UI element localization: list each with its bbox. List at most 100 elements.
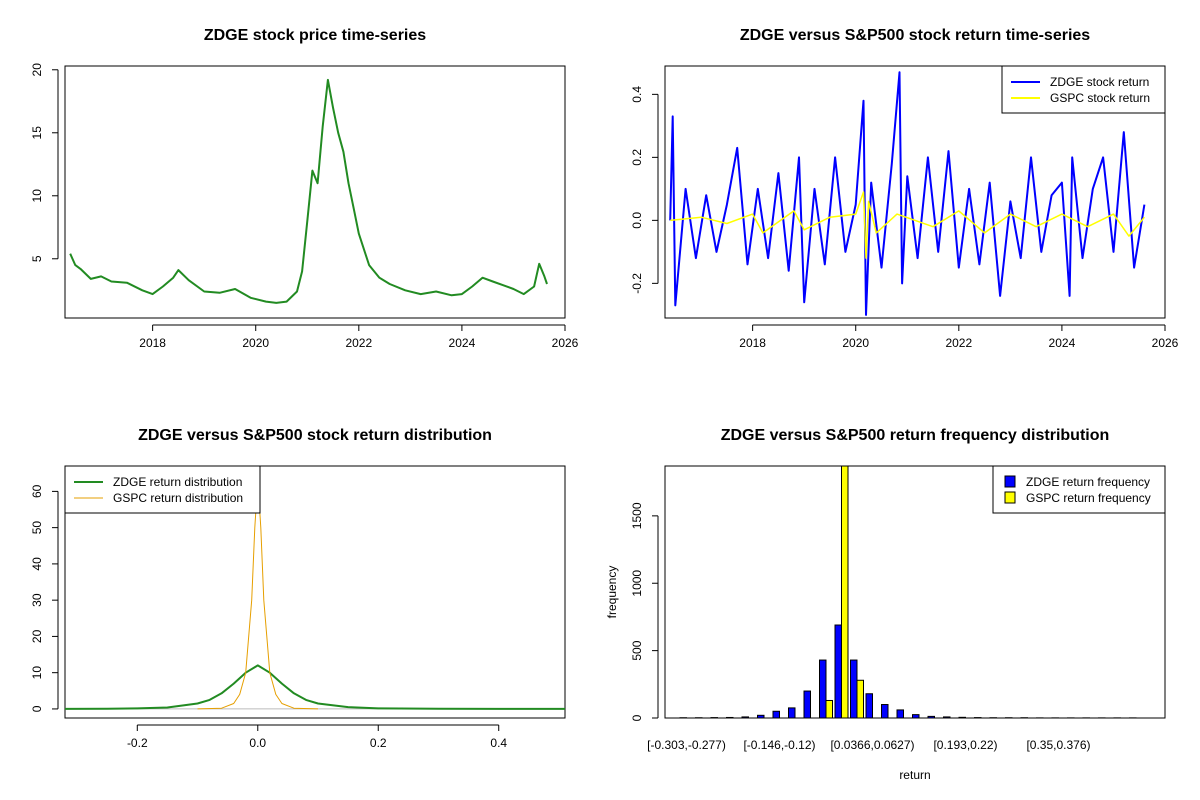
x-axis: [-0.303,-0.277) [-0.146,-0.12) [0.0366,0.0… (647, 738, 1090, 752)
y-tick-label: 10 (30, 666, 44, 680)
histogram-bar-0 (741, 716, 749, 719)
chart-title: ZDGE stock price time-series (204, 27, 426, 44)
y-axis-label: frequency (605, 566, 619, 619)
y-tick-label: -0.2 (630, 273, 644, 294)
x-tick-label: 2020 (242, 336, 269, 350)
legend-label: GSPC return frequency (1026, 491, 1151, 505)
legend: ZDGE return distribution GSPC return dis… (64, 465, 261, 514)
x-tick-label: [0.193,0.22) (933, 738, 997, 752)
x-tick-label: 2024 (1049, 336, 1076, 350)
y-axis: -0.2 0.0 0.2 0.4 (630, 86, 659, 294)
x-tick-label: 0.2 (370, 736, 387, 750)
x-tick-label: [0.0366,0.0627) (830, 738, 914, 752)
y-axis: 0 10 20 30 40 50 60 (30, 484, 59, 712)
x-tick-label: 2022 (345, 336, 372, 350)
y-tick-label: 50 (30, 521, 44, 535)
histogram-bar-0 (834, 624, 842, 719)
x-tick-label: 2022 (945, 336, 972, 350)
histogram-bar-1 (856, 679, 864, 719)
y-tick-label: 0 (630, 714, 644, 721)
series-line-1 (670, 191, 1145, 259)
histogram-bar-0 (881, 704, 889, 719)
y-tick-label: 1500 (630, 502, 644, 529)
histogram-bar-0 (896, 709, 904, 719)
x-tick-label: 2024 (449, 336, 476, 350)
legend-swatch (1004, 491, 1016, 504)
plot-frame (664, 65, 1166, 319)
series-group (669, 71, 1146, 316)
x-tick-label: [-0.146,-0.12) (743, 738, 815, 752)
x-tick-label: 2018 (739, 336, 766, 350)
chart-title: ZDGE versus S&P500 stock return time-ser… (740, 27, 1090, 44)
legend-box (992, 465, 1166, 514)
series-group (69, 78, 548, 304)
y-tick-label: 500 (630, 640, 644, 660)
histogram-bar-0 (757, 714, 765, 719)
x-axis-label: return (899, 768, 930, 782)
returns-chart-panel: ZDGE versus S&P500 stock return time-ser… (630, 27, 1179, 350)
bars-group (679, 465, 1137, 719)
x-tick-label: 2026 (1152, 336, 1179, 350)
x-tick-label: -0.2 (127, 736, 148, 750)
x-tick-label: 2026 (552, 336, 579, 350)
histogram-bar-0 (927, 715, 935, 719)
frequency-chart-panel: ZDGE versus S&P500 return frequency dist… (605, 427, 1166, 782)
y-tick-label: 20 (30, 629, 44, 643)
y-tick-label: 15 (30, 126, 44, 140)
legend-label: GSPC stock return (1050, 91, 1150, 105)
x-tick-label: 0.0 (249, 736, 266, 750)
y-tick-label: 20 (30, 63, 44, 77)
histogram-bar-0 (912, 714, 920, 719)
y-tick-label: 40 (30, 557, 44, 571)
y-tick-label: 0.4 (630, 86, 644, 103)
legend-label: ZDGE return frequency (1026, 475, 1150, 489)
y-tick-label: 10 (30, 189, 44, 203)
histogram-bar-0 (943, 716, 951, 719)
histogram-bar-0 (726, 716, 734, 719)
legend: ZDGE stock return GSPC stock return (1001, 65, 1166, 114)
y-tick-label: 30 (30, 593, 44, 607)
histogram-bar-0 (865, 693, 873, 719)
legend: ZDGE return frequency GSPC return freque… (992, 465, 1166, 514)
series-line-0 (64, 664, 565, 710)
histogram-bar-0 (772, 710, 780, 719)
histogram-bar-0 (788, 707, 796, 719)
histogram-bar-1 (825, 699, 833, 719)
y-tick-label: 5 (30, 255, 44, 262)
histogram-bar-0 (958, 716, 966, 719)
histogram-bar-0 (803, 690, 811, 719)
y-tick-label: 60 (30, 484, 44, 498)
histogram-bar-0 (850, 659, 858, 719)
x-tick-label: 2020 (842, 336, 869, 350)
x-axis: 2018 2020 2022 2024 2026 (139, 324, 579, 350)
x-tick-label: 2018 (139, 336, 166, 350)
x-axis: 2018 2020 2022 2024 2026 (739, 324, 1179, 350)
plot-frame (64, 465, 566, 719)
x-tick-label: [0.35,0.376) (1026, 738, 1090, 752)
y-axis: 0 500 1000 1500 (630, 502, 659, 721)
y-axis: 5 10 15 20 (30, 63, 59, 262)
legend-label: GSPC return distribution (113, 491, 243, 505)
chart-title: ZDGE versus S&P500 return frequency dist… (721, 427, 1110, 444)
legend-box (1001, 65, 1166, 114)
density-chart-panel: ZDGE versus S&P500 stock return distribu… (30, 427, 566, 750)
legend-swatch (1004, 475, 1016, 488)
x-tick-label: 0.4 (490, 736, 507, 750)
histogram-bar-0 (819, 659, 827, 719)
x-axis: -0.2 0.0 0.2 0.4 (127, 724, 507, 750)
series-line-0 (69, 78, 548, 304)
series-line-0 (669, 71, 1146, 316)
legend-label: ZDGE stock return (1050, 75, 1149, 89)
y-tick-label: 1000 (630, 570, 644, 597)
y-tick-label: 0.2 (630, 149, 644, 166)
legend-label: ZDGE return distribution (113, 475, 242, 489)
y-tick-label: 0.0 (630, 212, 644, 229)
legend-box (64, 465, 261, 514)
histogram-bar-1 (841, 465, 849, 719)
plot-frame (64, 65, 566, 319)
y-tick-label: 0 (30, 705, 44, 712)
price-chart-panel: ZDGE stock price time-series 2018 2020 202… (30, 27, 579, 350)
chart-title: ZDGE versus S&P500 stock return distribu… (138, 427, 492, 444)
x-tick-label: [-0.303,-0.277) (647, 738, 726, 752)
